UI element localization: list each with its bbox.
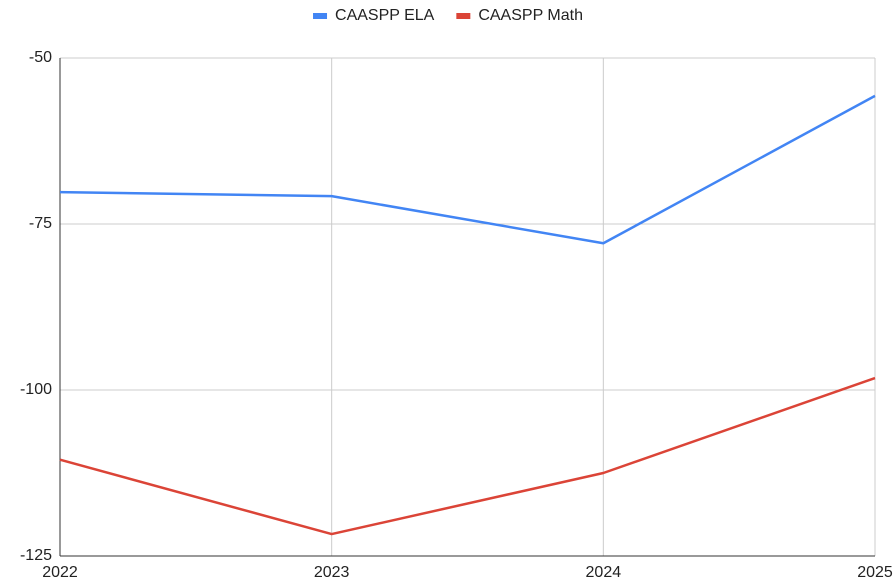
legend-swatch [313,13,328,19]
x-tick-label: 2022 [42,564,78,581]
y-tick-label: -125 [20,547,52,564]
series-line [59,94,876,245]
x-tick-label: 2025 [857,564,893,581]
legend-swatch [456,13,471,19]
legend-label: CAASPP ELA [335,7,435,24]
y-tick-label: -100 [20,381,52,398]
y-tick-label: -75 [29,215,52,232]
legend-label: CAASPP Math [478,7,583,24]
x-tick-label: 2024 [586,564,622,581]
y-tick-label: -50 [29,49,52,66]
x-tick-label: 2023 [314,564,350,581]
series-line [59,376,876,536]
